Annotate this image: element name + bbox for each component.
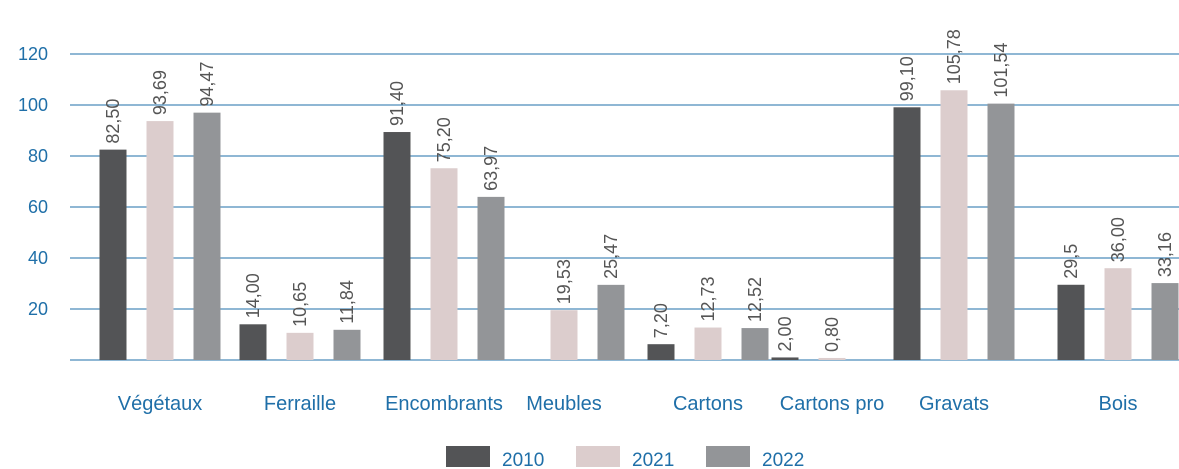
- data-label: 36,00: [1108, 217, 1128, 262]
- legend-label: 2021: [632, 450, 674, 469]
- x-axis-categories: Végétaux Ferraille Encombrants Meubles Carto…: [118, 393, 1138, 415]
- bar: [550, 310, 578, 360]
- data-labels: 82,50 93,69 94,47 14,00 10,65 11,84 91,40 75,20…: [103, 29, 1175, 352]
- data-label: 75,20: [434, 117, 454, 162]
- data-label: 63,97: [481, 146, 501, 191]
- bar: [99, 149, 127, 360]
- bar: [383, 132, 411, 360]
- data-label: 14,00: [243, 273, 263, 318]
- category-label: Meubles: [526, 393, 602, 415]
- y-tick-label: 120: [18, 44, 48, 64]
- data-label: 82,50: [103, 99, 123, 144]
- data-label: 2,00: [775, 316, 795, 351]
- data-label: 12,73: [698, 276, 718, 321]
- bar: [286, 332, 314, 360]
- bar: [333, 329, 361, 360]
- category-label: Encombrants: [385, 393, 503, 415]
- bar: [146, 121, 174, 360]
- bar: [987, 103, 1015, 361]
- legend-swatch: [576, 446, 620, 467]
- data-label: 29,5: [1061, 244, 1081, 279]
- data-label: 12,52: [745, 277, 765, 322]
- data-label: 33,16: [1155, 232, 1175, 277]
- bar: [1057, 284, 1085, 360]
- y-tick-label: 80: [28, 146, 48, 166]
- data-label: 101,54: [991, 43, 1011, 98]
- bar: [193, 112, 221, 361]
- data-label: 94,47: [197, 62, 217, 107]
- data-label: 91,40: [387, 81, 407, 126]
- y-axis-ticks: 20 40 60 80 100 120: [18, 44, 48, 319]
- y-tick-label: 100: [18, 95, 48, 115]
- bar: [940, 90, 968, 361]
- category-label: Gravats: [919, 393, 989, 415]
- y-tick-label: 40: [28, 248, 48, 268]
- bar: [1151, 283, 1179, 360]
- data-label: 10,65: [290, 282, 310, 327]
- bar: [694, 327, 722, 360]
- y-tick-label: 20: [28, 299, 48, 319]
- category-label: Bois: [1099, 393, 1138, 415]
- category-label: Végétaux: [118, 393, 203, 415]
- y-tick-label: 60: [28, 197, 48, 217]
- data-label: 19,53: [554, 259, 574, 304]
- bar: [597, 284, 625, 360]
- bar: [818, 357, 846, 360]
- bar: [430, 168, 458, 360]
- data-label: 105,78: [944, 29, 964, 84]
- data-label: 25,47: [601, 234, 621, 279]
- legend-label: 2010: [502, 450, 544, 469]
- bar: [477, 196, 505, 360]
- legend-swatch: [446, 446, 490, 467]
- bar: [647, 344, 675, 360]
- bar: [1104, 268, 1132, 360]
- bar: [239, 324, 267, 360]
- data-label: 0,80: [822, 317, 842, 352]
- category-label: Cartons: [673, 393, 743, 415]
- legend: 2010 2021 2022: [446, 446, 804, 469]
- bar: [741, 328, 769, 360]
- bars: [99, 90, 1179, 361]
- category-label: Ferraille: [264, 393, 336, 415]
- data-label: 99,10: [897, 56, 917, 101]
- legend-swatch: [706, 446, 750, 467]
- data-label: 11,84: [337, 280, 357, 324]
- bar: [893, 107, 921, 360]
- data-label: 7,20: [651, 303, 671, 338]
- legend-label: 2022: [762, 450, 804, 469]
- data-label: 93,69: [150, 70, 170, 115]
- grid-lines: [70, 53, 1179, 361]
- bar: [771, 357, 799, 360]
- category-label: Cartons pro: [780, 393, 885, 415]
